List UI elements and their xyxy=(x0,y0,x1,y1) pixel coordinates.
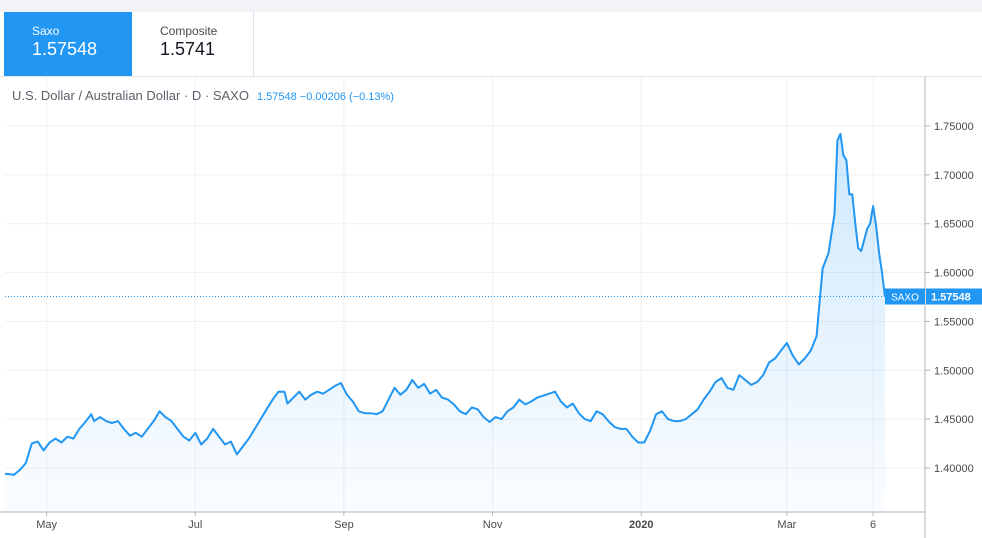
y-tick-label: 1.75000 xyxy=(934,121,974,133)
source-tabs: Saxo 1.57548 Composite 1.5741 xyxy=(0,12,254,76)
series-area xyxy=(5,133,885,513)
y-tick-label: 1.40000 xyxy=(934,463,974,475)
tab-saxo-value: 1.57548 xyxy=(32,39,98,59)
y-tick-label: 1.55000 xyxy=(934,316,974,328)
x-tick-label: Jul xyxy=(188,519,202,531)
price-label-name: SAXO xyxy=(891,293,919,304)
axes: 1.75000 1.70000 1.65000 1.60000 1.55000 1.500… xyxy=(0,77,974,538)
x-tick-label: 6 xyxy=(870,519,876,531)
tab-composite-value: 1.5741 xyxy=(160,39,216,59)
y-tick-label: 1.65000 xyxy=(934,219,974,231)
price-label-value: 1.57548 xyxy=(931,292,971,304)
y-tick-label: 1.50000 xyxy=(934,365,974,377)
price-label-value-bg xyxy=(926,288,982,305)
legend: U.S. Dollar / Australian Dollar · D · SA… xyxy=(12,88,394,103)
legend-values: 1.57548 −0.00206 (−0.13%) xyxy=(256,91,394,103)
top-strip xyxy=(0,0,982,12)
y-tick-label: 1.70000 xyxy=(934,170,974,182)
price-label: SAXO 1.57548 xyxy=(885,288,982,305)
tab-saxo[interactable]: Saxo 1.57548 xyxy=(4,12,132,76)
x-tick-label: 2020 xyxy=(629,519,653,531)
x-tick-label: Nov xyxy=(483,519,503,531)
price-label-name-bg xyxy=(885,288,925,305)
y-tick-label: 1.60000 xyxy=(934,268,974,280)
series-line xyxy=(4,132,886,476)
chart-top-border xyxy=(0,76,982,77)
legend-symbol: U.S. Dollar / Australian Dollar · D · SA… xyxy=(12,88,249,103)
tab-composite[interactable]: Composite 1.5741 xyxy=(132,12,254,76)
x-tick-label: May xyxy=(36,519,57,531)
x-tick-label: Mar xyxy=(777,519,796,531)
tab-composite-label: Composite xyxy=(160,24,218,38)
tab-saxo-label: Saxo xyxy=(32,24,60,38)
y-tick-label: 1.45000 xyxy=(934,414,974,426)
x-tick-label: Sep xyxy=(334,519,354,531)
